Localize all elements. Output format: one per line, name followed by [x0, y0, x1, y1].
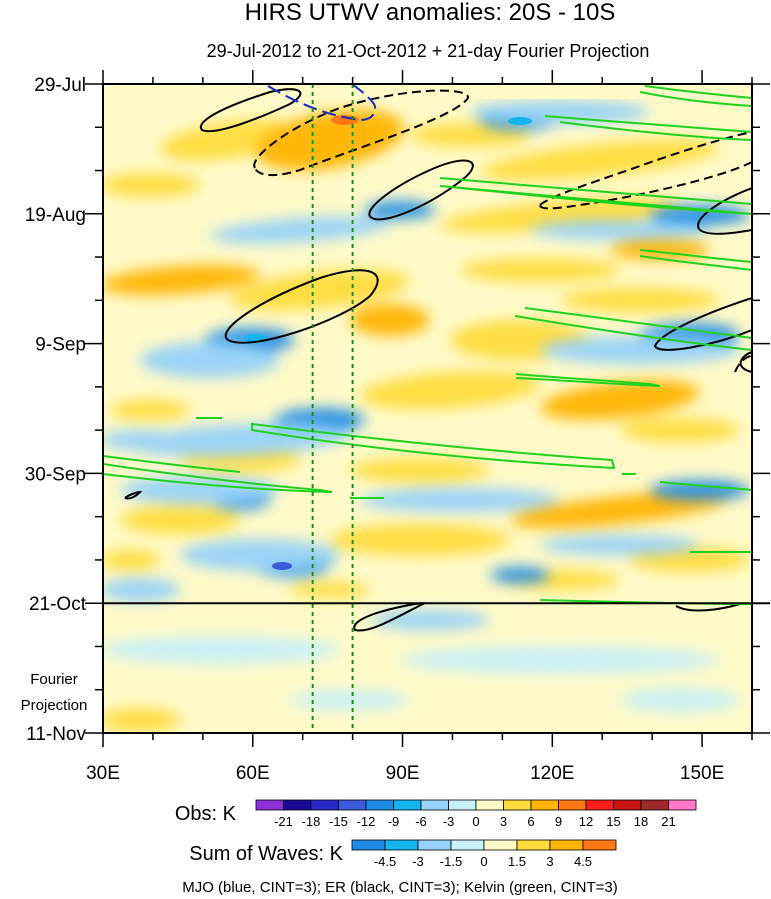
heatmap-field [103, 100, 750, 732]
waves-colorbar-title: Sum of Waves: K [189, 843, 343, 865]
colorbar-label: -12 [357, 814, 376, 829]
colorbar-swatch [448, 799, 477, 811]
colorbar-label: 18 [634, 814, 648, 829]
mjo-contour [267, 84, 377, 122]
forecast-label-line2: Projection [21, 697, 88, 714]
colorbar-swatch [351, 839, 386, 851]
colorbar-label: -3 [443, 814, 455, 829]
colorbar-swatch [582, 839, 617, 851]
colorbar-label: 3 [546, 854, 553, 869]
er-contour-3 [224, 269, 379, 344]
er-dashed-2 [539, 131, 752, 210]
colorbar-label: 6 [527, 814, 534, 829]
waves-colorbar: -4.5 -3 -1.5 0 1.5 3 4.5 [351, 839, 617, 869]
colorbar-label: -4.5 [374, 854, 396, 869]
er-contour-2 [368, 159, 474, 221]
colorbar-swatch [549, 839, 584, 851]
kelvin-contour-3 [439, 177, 752, 215]
er-contour-9 [124, 490, 143, 500]
y-tick-label: 19-Aug [25, 205, 86, 226]
colorbar-swatch [530, 799, 559, 811]
er-dashed-3 [734, 355, 752, 373]
colorbar-label: -9 [388, 814, 400, 829]
kelvin-contour-5 [514, 307, 752, 351]
colorbar-swatch [420, 799, 449, 811]
colorbar-label: -1.5 [440, 854, 462, 869]
obs-colorbar: -21 -18 -15 -12 -9 -6 -3 0 3 6 9 12 15 18 21 [255, 799, 697, 829]
colorbar-swatch [384, 839, 419, 851]
er-contour-5 [653, 296, 752, 351]
er-contours [124, 88, 752, 632]
y-tick-label: 30-Sep [25, 464, 86, 485]
colorbar-swatch [310, 799, 339, 811]
colorbar-swatch [558, 799, 587, 811]
colorbar-swatch [393, 799, 422, 811]
y-axis: 29-Jul 19-Aug 9-Sep 30-Sep 21-Oct 11-Nov [25, 75, 770, 745]
x-tick-label: 120E [530, 763, 574, 784]
colorbar-label: -3 [412, 854, 424, 869]
colorbar-swatch [483, 839, 518, 851]
er-dashed-1 [253, 89, 469, 176]
colorbar-swatch [338, 799, 367, 811]
kelvin-contour-10 [103, 455, 241, 473]
x-tick-label: 150E [680, 763, 724, 784]
x-tick-label: 90E [386, 763, 420, 784]
x-tick-label: 30E [86, 763, 120, 784]
x-tick-label: 60E [236, 763, 270, 784]
obs-colorbar-title: Obs: K [175, 803, 237, 825]
colorbar-label: -15 [329, 814, 348, 829]
colorbar-swatch [668, 799, 697, 811]
colorbar-label: 12 [579, 814, 593, 829]
kelvin-contour-7 [251, 422, 616, 470]
colorbar-label: 3 [500, 814, 507, 829]
colorbar-swatch [283, 799, 312, 811]
colorbar-swatch [475, 799, 504, 811]
kelvin-contour-2 [544, 115, 752, 141]
er-contour-1 [199, 88, 302, 133]
chart-title: HIRS UTWV anomalies: 20S - 10S [245, 0, 616, 26]
contour-note: MJO (blue, CINT=3); ER (black, CINT=3); … [182, 879, 618, 896]
colorbar-label: 0 [480, 854, 487, 869]
colorbar-label: 9 [555, 814, 562, 829]
colorbar-swatch [516, 839, 551, 851]
x-axis: 30E 60E 90E 120E 150E [86, 70, 753, 784]
colorbar-swatch [255, 799, 284, 811]
colorbar-label: 21 [661, 814, 675, 829]
colorbar-swatch [640, 799, 669, 811]
y-tick-label: 29-Jul [34, 75, 86, 96]
kelvin-contour-9 [103, 463, 333, 493]
plot-frame [102, 83, 753, 734]
y-tick-label: 21-Oct [29, 594, 87, 615]
er-contour-8 [675, 603, 741, 612]
colorbar-swatch [365, 799, 394, 811]
colorbar-label: 15 [606, 814, 620, 829]
forecast-label-line1: Fourier [30, 671, 78, 688]
y-tick-label: 9-Sep [35, 335, 86, 356]
kelvin-contour-13 [659, 481, 752, 491]
colorbar-swatch [503, 799, 532, 811]
colorbar-label: 0 [472, 814, 479, 829]
kelvin-contour-4 [639, 249, 752, 271]
y-tick-label: 11-Nov [26, 724, 86, 745]
colorbar-swatch [585, 799, 614, 811]
kelvin-contour-6 [515, 373, 661, 387]
kelvin-contour-1 [639, 85, 752, 107]
plot-area [103, 84, 752, 733]
colorbar-swatch [417, 839, 452, 851]
colorbar-label: -6 [415, 814, 427, 829]
colorbar-swatch [450, 839, 485, 851]
er-contour-6 [739, 351, 752, 373]
chart-subtitle: 29-Jul-2012 to 21-Oct-2012 + 21-day Four… [207, 41, 650, 61]
colorbar-label: 4.5 [574, 854, 592, 869]
colorbar-label: 1.5 [508, 854, 526, 869]
colorbar-label: -18 [302, 814, 321, 829]
colorbar-label: -21 [274, 814, 293, 829]
colorbar-swatch [613, 799, 642, 811]
